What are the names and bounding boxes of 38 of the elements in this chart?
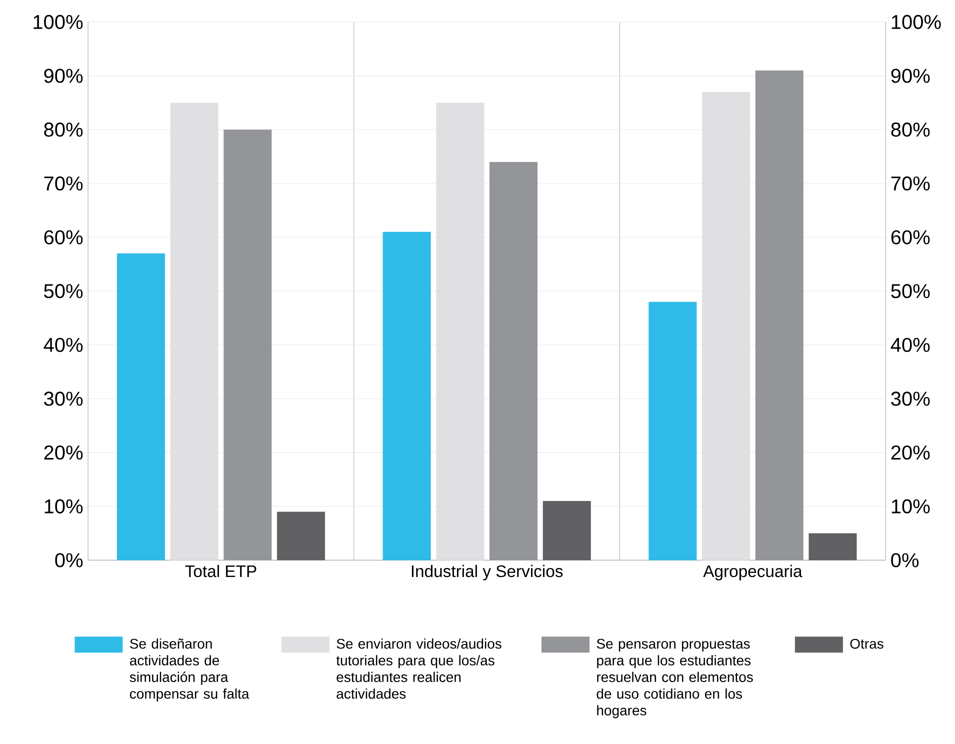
y2-tick-label: 70% [891,176,930,190]
bar [276,512,326,560]
legend-label: Se pensaron propuestas para que los estudiantes resuelvan con elementos de uso cotidiano en los hogares [596,638,753,718]
y-tick-label: 60% [44,230,83,244]
x-tick-label: Agropecuaria [703,564,802,580]
y-tick-label: 80% [44,122,83,137]
y2-tick-label: 30% [891,392,930,406]
bar [116,253,165,560]
y-tick-label: 100% [34,14,83,29]
y-tick-label: 40% [44,338,83,352]
y-tick-label: 20% [44,445,83,460]
bar [382,232,431,560]
y-tick-label: 50% [44,284,83,298]
legend-label: Otras [850,638,884,649]
y2-tick-label: 90% [891,68,930,83]
y2-tick-label: 100% [892,14,941,29]
legend-label: Se enviaron videos/audios tutoriales para que los/as estudiantes realicen actividades [336,638,502,699]
bar [808,533,857,560]
y-tick-label: 10% [44,499,83,514]
x-tick-label: Total ETP [185,564,256,578]
y2-tick-label: 40% [890,338,930,352]
y2-tick-label: 20% [891,445,930,460]
y-tick-label: 90% [44,68,83,83]
y-tick-label: 30% [44,392,83,406]
y2-tick-label: 50% [891,284,930,298]
bar [542,500,591,560]
bar [224,130,272,560]
bar [755,70,804,560]
y-tick-label: 70% [44,176,83,190]
y2-tick-label: 10% [892,499,930,514]
y2-tick-label: 80% [891,122,930,137]
x-tick-label: Industrial y Servicios [412,564,563,580]
bar [648,302,697,560]
y2-tick-label: 60% [891,230,930,244]
legend-label: Se diseñaron actividades de simulación para compensar su falta [130,638,250,702]
y2-tick-label: 0% [891,552,919,568]
y-tick-label: 0% [55,552,83,568]
bar [490,162,538,560]
